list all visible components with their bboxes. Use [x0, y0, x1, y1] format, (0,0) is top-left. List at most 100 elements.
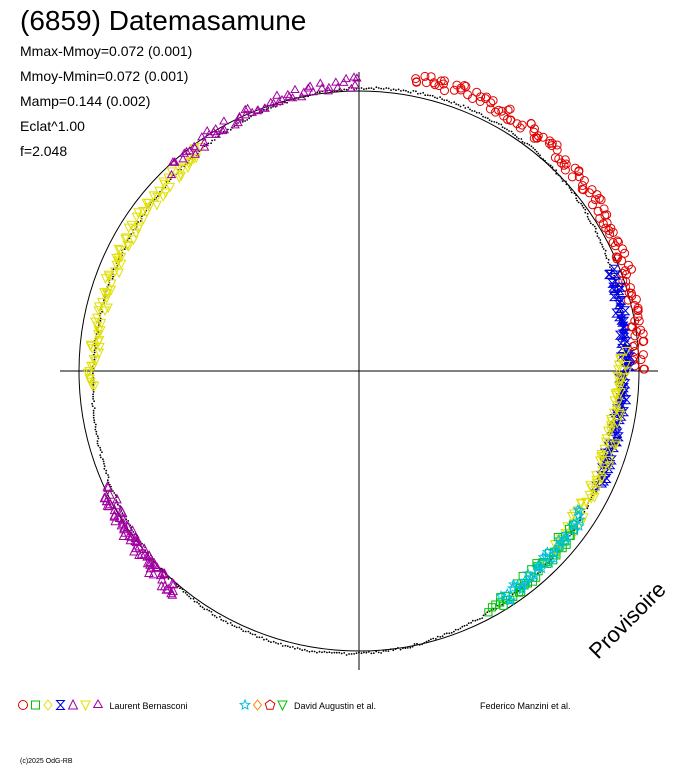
data-point-triangle-down — [615, 383, 625, 394]
data-point-star-tri — [305, 81, 315, 90]
data-point-triangle-down — [606, 423, 617, 434]
data-point-triangle-down — [90, 356, 101, 367]
fit-curve-point — [517, 137, 520, 140]
data-point-star — [522, 567, 534, 579]
data-point-triangle-down — [94, 348, 105, 359]
data-point-triangle-down — [123, 241, 134, 252]
data-point-triangle-down — [621, 361, 631, 371]
fit-curve-point — [423, 642, 426, 644]
fit-curve-point — [565, 180, 567, 183]
fit-curve-point — [397, 647, 399, 649]
fit-curve-point — [277, 642, 280, 645]
fit-curve-point — [291, 646, 294, 648]
fit-curve-point — [225, 620, 227, 623]
data-point-circle — [612, 254, 622, 264]
data-point-circle — [608, 227, 618, 237]
fit-curve-point — [367, 651, 370, 653]
fit-curve-point — [601, 246, 604, 248]
fit-curve-point — [534, 148, 536, 151]
fit-curve-point — [94, 426, 97, 428]
fit-curve-point — [258, 636, 261, 639]
data-point-circle — [486, 98, 496, 108]
fit-curve-point — [576, 199, 578, 202]
data-point-triangle-down — [166, 167, 177, 178]
fit-curve-point — [316, 651, 318, 654]
fit-curve-point — [455, 103, 458, 105]
fit-curve-point — [402, 647, 404, 650]
data-point-circle — [631, 294, 641, 304]
legend-symbol-triangle-up — [67, 698, 79, 710]
fit-curve-point — [411, 645, 414, 648]
fit-curve-point — [105, 469, 108, 472]
data-point-circle — [578, 181, 587, 190]
data-point-circle — [599, 204, 609, 214]
fit-curve-point — [301, 649, 304, 652]
fit-curve-point — [229, 622, 232, 624]
data-point-triangle-down — [82, 368, 93, 379]
data-point-circle — [497, 106, 507, 116]
data-point-star-tri — [240, 110, 251, 119]
fit-curve-point — [416, 642, 418, 645]
data-point-circle — [636, 355, 646, 365]
fit-curve-point — [446, 99, 448, 102]
fit-curve-point — [450, 102, 453, 104]
data-point-triangle-down — [89, 381, 100, 392]
data-point-circle — [613, 236, 622, 246]
data-point-star-tri — [296, 91, 307, 101]
data-point-star — [544, 557, 556, 568]
data-point-triangle-down — [597, 466, 607, 476]
fit-curve-point — [515, 136, 518, 138]
data-point-star-tri — [331, 77, 341, 86]
legend-symbol-star — [238, 698, 252, 711]
fit-curve-point — [467, 106, 470, 109]
fit-curve-point — [488, 119, 491, 121]
fit-curve-point — [503, 127, 506, 130]
fit-curve-point — [594, 230, 597, 233]
data-point-star — [553, 533, 565, 545]
data-point-triangle-down — [174, 173, 185, 184]
fit-curve-point — [395, 89, 397, 92]
fit-curve-point — [92, 393, 94, 396]
fit-curve-point — [387, 87, 390, 90]
fit-curve-point — [92, 372, 94, 375]
fit-curve-point — [469, 108, 471, 111]
data-point-triangle-down — [92, 313, 102, 324]
fit-curve-point — [93, 419, 96, 421]
data-point-triangle-down — [191, 153, 202, 164]
data-point-star-tri — [265, 97, 276, 106]
fit-curve-point — [568, 187, 571, 189]
data-point-star-tri — [332, 82, 343, 91]
fit-curve-point — [461, 625, 464, 628]
data-point-circle — [449, 85, 459, 95]
data-point-triangle-up — [134, 549, 144, 559]
fit-curve-point — [400, 90, 402, 92]
data-point-star-tri — [253, 105, 263, 114]
fit-curve-point — [350, 653, 353, 655]
data-point-triangle-up — [156, 569, 166, 580]
fit-curve-point — [382, 88, 385, 90]
data-point-triangle-down — [101, 294, 112, 304]
data-point-circle — [593, 206, 603, 216]
fit-curve-point — [439, 96, 441, 98]
data-point-star — [541, 546, 553, 557]
data-point-triangle-down — [613, 381, 624, 392]
data-point-hourglass — [607, 278, 617, 288]
fit-curve-point — [377, 651, 380, 654]
fit-curve-point — [475, 111, 478, 114]
fit-curve-point — [389, 648, 392, 651]
fit-curve-point — [363, 651, 365, 654]
data-point-triangle-down — [600, 437, 611, 448]
data-point-triangle-down — [613, 360, 624, 371]
fit-curve-point — [530, 145, 533, 148]
data-point-triangle-down — [599, 444, 610, 455]
fit-curve-point — [514, 134, 516, 137]
data-points-group — [82, 71, 649, 617]
data-point-triangle-down — [615, 353, 626, 364]
fit-curve-point — [464, 107, 467, 109]
data-point-circle — [552, 140, 562, 150]
fit-curve-point — [213, 139, 216, 141]
fit-curve-point — [471, 619, 474, 622]
fit-curve-point — [211, 139, 214, 142]
fit-curve-point — [196, 601, 199, 604]
